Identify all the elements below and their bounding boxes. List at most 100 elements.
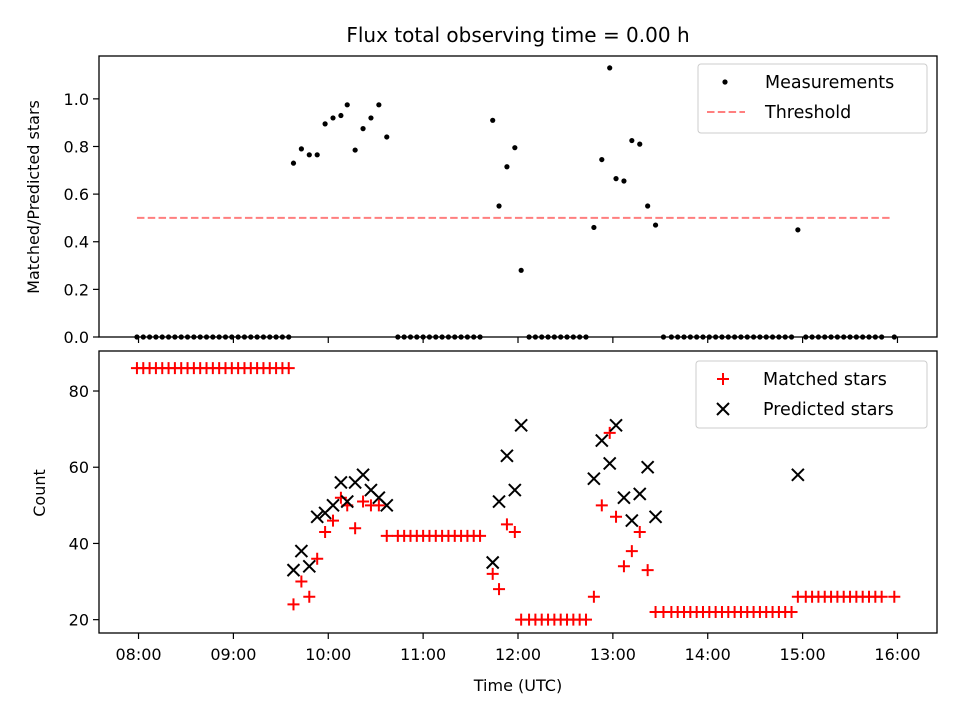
legend-label: Measurements (765, 73, 894, 93)
predicted-star-point (310, 510, 324, 524)
matched-star-point (633, 526, 646, 539)
predicted-star-point (587, 471, 601, 486)
predicted-star-point (609, 418, 623, 433)
matched-star-point (579, 613, 592, 626)
matched-star-point (295, 575, 308, 588)
measurement-point (645, 203, 651, 209)
matched-star-point (785, 606, 798, 619)
x-tick-label: 12:00 (495, 645, 541, 664)
matched-star-point (311, 552, 324, 565)
bottom-y-tick-label: 40 (69, 534, 89, 553)
predicted-star-point (380, 498, 394, 513)
x-tick-label: 09:00 (210, 645, 256, 664)
matched-star-point (474, 529, 487, 542)
top-y-tick-label: 1.0 (64, 90, 89, 109)
measurement-point (330, 115, 336, 121)
predicted-star-point (340, 494, 354, 509)
legend-label: Predicted stars (763, 400, 894, 420)
matched-star-point (587, 590, 600, 603)
x-tick-label: 13:00 (590, 645, 636, 664)
measurement-point (504, 164, 510, 170)
x-tick-label: 11:00 (400, 645, 446, 664)
top-y-axis: 0.0 0.2 0.4 0.6 0.8 1.0 (64, 90, 99, 347)
measurement-point (512, 145, 518, 151)
matched-star-point (349, 522, 362, 535)
matched-star-point (888, 590, 901, 603)
bottom-legend: Matched stars Predicted stars (695, 360, 928, 429)
measurement-point (621, 178, 627, 184)
matched-star-point (357, 495, 370, 508)
matched-star-point (486, 567, 499, 580)
top-y-tick-label: 0.8 (64, 137, 89, 156)
top-y-tick-label: 0.6 (64, 185, 89, 204)
matched-star-point (334, 491, 347, 504)
bottom-plot-frame (98, 350, 938, 634)
matched-star-point (493, 583, 506, 596)
predicted-star-point (602, 456, 617, 471)
x-tick-label: 16:00 (874, 645, 920, 664)
matched-star-point (282, 362, 295, 375)
predicted-star-point (286, 563, 301, 577)
matched-star-point (508, 526, 521, 539)
predicted-star-point (508, 483, 522, 497)
matched-star-point (380, 529, 393, 542)
bottom-y-tick-label: 60 (69, 458, 89, 477)
matched-star-point (327, 514, 340, 527)
matched-star-point (617, 560, 630, 573)
bottom-y-tick-label: 20 (69, 611, 89, 630)
measurement-point (607, 65, 613, 71)
legend-box (697, 63, 928, 134)
measurement-point (306, 152, 312, 158)
predicted-star-point (633, 487, 647, 501)
matched-star-point (875, 590, 888, 603)
measurement-point (384, 134, 390, 140)
legend-marker-dot (722, 79, 728, 85)
top-y-tick-label: 0.2 (64, 280, 89, 299)
top-panel: Flux total observing time = 0.00 h Match… (24, 23, 938, 347)
measurement-point (298, 146, 304, 152)
top-y-axis-label: Matched/Predicted stars (24, 100, 43, 294)
measurement-point (360, 126, 366, 132)
matched-star-point (303, 590, 316, 603)
predicted-star-point (500, 449, 514, 463)
bottom-y-axis: 20 40 60 80 (69, 382, 99, 630)
measurement-point (591, 224, 597, 231)
measurement-point (344, 102, 350, 108)
top-x-axis (137, 337, 899, 343)
x-tick-label: 10:00 (305, 645, 351, 664)
x-tick-label: 08:00 (115, 645, 161, 664)
predicted-star-point (648, 510, 663, 524)
measurement-point (376, 102, 382, 108)
measurement-point (613, 176, 619, 182)
matched-star-point (603, 426, 616, 439)
legend-label: Matched stars (763, 370, 887, 390)
legend-box (695, 360, 928, 429)
predicted-star-point (294, 544, 309, 558)
measurement-point (290, 160, 297, 166)
bottom-plot-marks (130, 362, 901, 626)
predicted-star-point (334, 475, 348, 490)
top-y-tick-label: 0.0 (64, 328, 89, 347)
measurement-point (637, 141, 643, 147)
legend-label: Threshold (764, 103, 851, 123)
measurement-point (795, 227, 801, 233)
predicted-star-point (492, 494, 506, 509)
predicted-star-point (791, 468, 805, 482)
predicted-star-point (640, 460, 655, 474)
measurement-point (314, 152, 320, 158)
matched-star-point (372, 499, 385, 512)
predicted-star-point (514, 418, 528, 433)
measurement-point (368, 115, 374, 121)
measurement-point (518, 267, 524, 273)
predicted-star-point (625, 513, 639, 528)
top-plot-frame (98, 55, 938, 338)
predicted-star-point (595, 433, 609, 448)
predicted-star-point (326, 498, 340, 513)
bottom-y-axis-label: Count (30, 469, 49, 517)
bottom-x-axis: 08:00 09:00 10:00 11:00 12:00 13:00 14:00 15:00… (115, 633, 921, 664)
measurement-point (322, 121, 328, 127)
x-axis-label: Time (UTC) (473, 676, 562, 695)
bottom-y-tick-label: 80 (69, 382, 89, 401)
matched-star-point (625, 545, 638, 558)
